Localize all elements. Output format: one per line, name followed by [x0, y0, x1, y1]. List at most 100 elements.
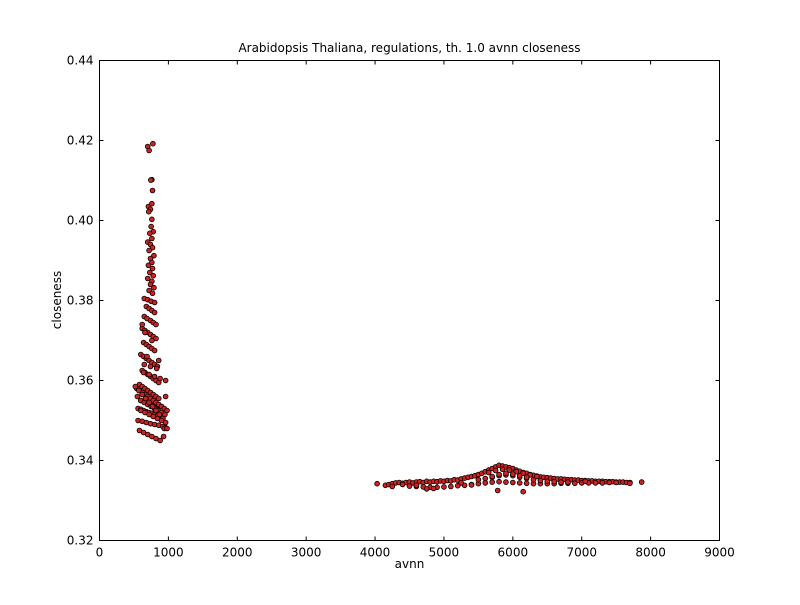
data-point — [510, 479, 516, 486]
data-point — [146, 269, 153, 276]
data-point — [147, 363, 154, 370]
data-point — [144, 275, 151, 282]
data-point — [627, 480, 633, 487]
data-point — [489, 473, 495, 480]
data-point — [565, 479, 571, 485]
data-point — [606, 479, 613, 486]
data-point — [158, 417, 165, 424]
data-point — [496, 478, 502, 485]
data-point — [485, 469, 492, 476]
data-point — [149, 265, 156, 272]
data-point — [145, 262, 152, 269]
data-point — [146, 247, 152, 254]
data-point — [475, 476, 482, 483]
y-tick-label: 0.36 — [67, 374, 94, 388]
data-point — [141, 361, 148, 368]
data-point — [135, 387, 142, 394]
data-point — [482, 475, 489, 482]
data-point — [148, 223, 154, 230]
plot-frame — [99, 60, 720, 541]
data-point — [148, 177, 154, 183]
data-point — [516, 480, 523, 486]
data-point — [572, 480, 578, 487]
x-tick-label: 3000 — [291, 546, 322, 560]
data-point — [468, 482, 475, 488]
data-point — [157, 375, 163, 382]
data-point — [151, 299, 158, 306]
data-point — [132, 383, 139, 390]
x-axis-label: avnn — [395, 557, 425, 571]
x-tick-label: 6000 — [498, 546, 529, 560]
data-point — [142, 329, 148, 336]
data-point — [160, 433, 167, 440]
y-tick-label: 0.40 — [67, 214, 94, 228]
data-point — [430, 485, 437, 492]
data-point — [523, 480, 530, 487]
data-point — [149, 200, 155, 207]
data-point — [164, 425, 170, 432]
data-point — [530, 476, 537, 483]
data-point — [153, 365, 160, 372]
data-point — [151, 284, 157, 291]
data-point — [423, 486, 430, 492]
data-point — [503, 479, 509, 485]
data-point — [144, 353, 150, 360]
data-point — [441, 484, 447, 490]
chart-title: Arabidopsis Thaliana, regulations, th. 1… — [238, 41, 580, 55]
data-point — [492, 467, 499, 474]
data-point — [155, 357, 162, 364]
data-point — [149, 290, 156, 297]
data-point — [489, 479, 495, 485]
data-point — [494, 487, 501, 494]
data-point — [142, 395, 149, 402]
data-point — [157, 437, 163, 444]
data-point — [146, 371, 152, 378]
data-point — [582, 478, 588, 485]
x-tick-label: 9000 — [704, 546, 735, 560]
data-point — [544, 478, 551, 485]
y-tick-label: 0.38 — [67, 294, 94, 308]
x-tick-label: 4000 — [360, 546, 391, 560]
data-point — [534, 473, 540, 480]
data-point — [162, 393, 169, 400]
data-point — [146, 147, 152, 154]
data-point — [140, 369, 147, 376]
data-point — [146, 230, 153, 237]
data-point — [406, 483, 413, 489]
data-point — [147, 281, 154, 288]
y-tick-label: 0.42 — [67, 134, 94, 148]
scatter-points — [132, 140, 645, 495]
data-point — [153, 321, 159, 328]
data-point — [146, 399, 152, 406]
x-tick-label: 5000 — [429, 546, 460, 560]
data-point — [134, 393, 141, 400]
data-point — [145, 208, 152, 215]
data-point — [638, 479, 645, 485]
data-point — [523, 474, 530, 481]
data-point — [139, 391, 146, 398]
data-point — [374, 480, 380, 487]
x-tick-label: 7000 — [566, 546, 597, 560]
data-point — [153, 407, 159, 414]
data-point — [510, 471, 516, 477]
data-point — [537, 477, 544, 484]
data-point — [139, 321, 146, 328]
x-axis-ticks: 0 1000 2000 3000 4000 5000 6000 7000 8000 9000 — [96, 60, 735, 560]
y-axis-ticks: 0.32 0.34 0.36 0.38 0.40 0.42 0.44 — [67, 54, 720, 548]
data-point — [592, 480, 599, 486]
x-tick-label: 2000 — [222, 546, 253, 560]
y-tick-label: 0.34 — [67, 454, 94, 468]
data-point — [506, 467, 513, 473]
data-point — [499, 466, 506, 473]
data-point — [162, 377, 169, 384]
x-tick-label: 0 — [96, 546, 104, 560]
data-point — [150, 272, 157, 279]
data-point — [155, 395, 162, 402]
y-tick-label: 0.32 — [67, 534, 94, 548]
data-point — [503, 470, 509, 477]
data-point — [413, 482, 420, 489]
y-tick-label: 0.44 — [67, 54, 94, 68]
data-point — [496, 471, 502, 478]
data-point — [149, 337, 155, 344]
